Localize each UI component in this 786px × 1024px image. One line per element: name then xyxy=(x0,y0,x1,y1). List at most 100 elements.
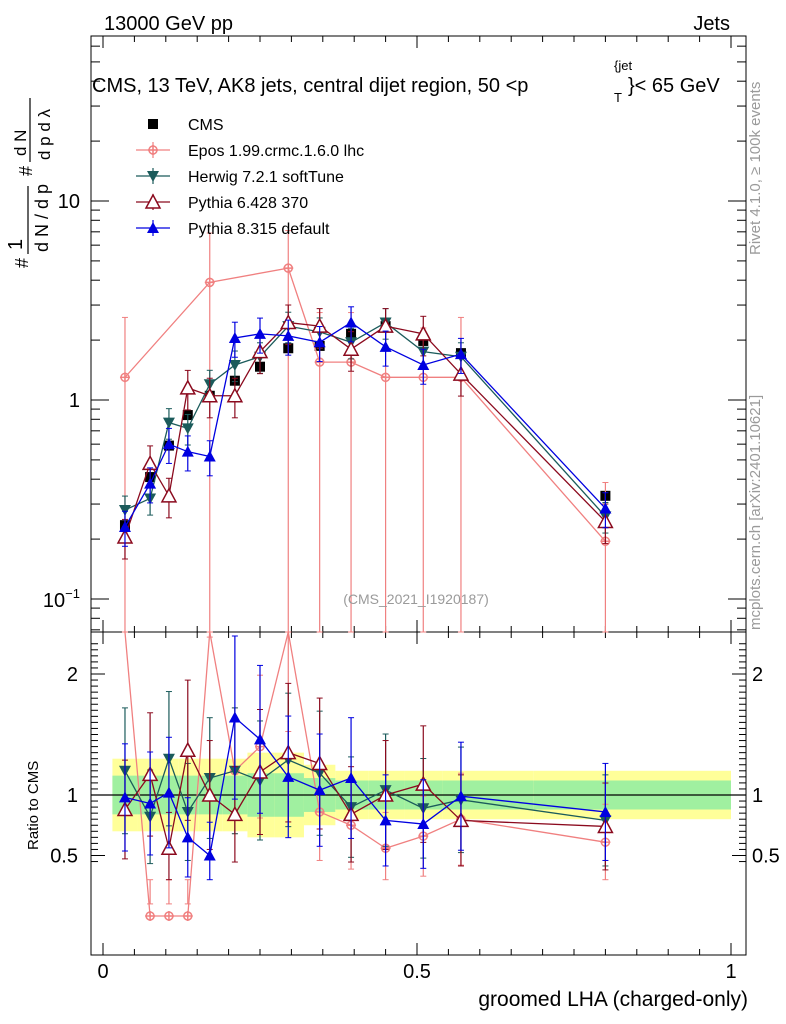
pythia8-ratio-point xyxy=(118,791,131,803)
legend-label-herwig: Herwig 7.2.1 softTune xyxy=(188,169,344,186)
pythia8-point xyxy=(454,348,467,360)
pythia8-ratio-point xyxy=(162,786,175,798)
mcplots-label: mcplots.cern.ch [arXiv:2401.10621] xyxy=(747,395,764,630)
ratio-y-tick-label-right: 1 xyxy=(752,785,763,807)
x-axis-label: groomed LHA (charged-only) xyxy=(478,988,748,1011)
svg-text:d p d λ: d p d λ xyxy=(35,108,54,160)
legend-label-cms: CMS xyxy=(188,117,224,134)
y-tick-label: 10 xyxy=(58,191,80,213)
ratio-y-label: Ratio to CMS xyxy=(25,761,42,850)
pythia8-ratio-point xyxy=(417,818,430,830)
pythia8-point xyxy=(379,340,392,352)
ratio-y-tick-label: 0.5 xyxy=(50,846,78,868)
epos-ratio-point xyxy=(182,911,193,921)
pythia8-point xyxy=(203,450,216,462)
y-tick-label: 10−1 xyxy=(43,586,80,612)
pythia8-ratio-point xyxy=(454,790,467,802)
legend-marker-herwig xyxy=(147,171,159,182)
pythia8-point xyxy=(282,329,295,341)
pythia6-ratio-point xyxy=(226,805,244,822)
pythia8-point xyxy=(144,477,157,489)
pythia8-ratio-point xyxy=(203,849,216,861)
legend-marker-epos xyxy=(148,145,158,155)
y-tick-label: 1 xyxy=(69,390,80,412)
main-y-label: # 1 d N / d p # d N d p d λ xyxy=(5,98,54,268)
legend-label-epos: Epos 1.99.crmc.1.6.0 lhc xyxy=(188,143,364,160)
uncertainty-bands xyxy=(91,752,746,838)
x-tick-label: 0.5 xyxy=(403,961,431,983)
pythia8-point xyxy=(118,521,131,533)
epos-ratio-point xyxy=(145,911,156,921)
ratio-y-tick-label-right: 0.5 xyxy=(752,846,780,868)
pythia6-ratio-point xyxy=(201,786,219,802)
epos-point xyxy=(283,263,294,274)
x-tick-label: 0 xyxy=(97,961,108,983)
pythia8-point xyxy=(228,331,241,343)
legend-marker-pythia8 xyxy=(147,222,159,233)
header-right: Jets xyxy=(693,13,730,35)
pythia8-ratio-line xyxy=(124,716,606,857)
herwig-point xyxy=(181,423,194,435)
legend: CMS Epos 1.99.crmc.1.6.0 lhc Herwig 7.2.1 … xyxy=(136,117,364,238)
pythia6-ratio-line xyxy=(124,748,606,849)
axis-ticks: 0 0.5 1 10−1 1 10 0.5 0.5 1 1 2 2 xyxy=(43,36,780,983)
pythia8-point xyxy=(313,336,326,348)
svg-text:#: # xyxy=(16,166,36,176)
pythia8-point xyxy=(254,327,266,339)
svg-text:d N / d p: d N / d p xyxy=(32,184,52,252)
series-layer xyxy=(116,230,614,921)
epos-point xyxy=(204,277,215,288)
pythia8-ratio-point xyxy=(599,805,612,817)
pythia8-ratio-point xyxy=(345,772,358,784)
legend-label-pythia6: Pythia 6.428 370 xyxy=(188,195,308,212)
pythia8-point xyxy=(345,316,358,328)
pythia8-ratio-point xyxy=(144,797,157,809)
rivet-label: Rivet 4.1.0, ≥ 100k events xyxy=(747,82,764,255)
herwig-point xyxy=(118,505,131,517)
title-main: CMS, 13 TeV, AK8 jets, central dijet reg… xyxy=(92,75,528,97)
pythia8-ratio-point xyxy=(282,770,295,782)
pythia6-point xyxy=(179,379,197,395)
herwig-point xyxy=(228,359,241,371)
pythia8-point xyxy=(417,358,430,370)
pythia8-ratio-point xyxy=(228,711,241,723)
epos-point xyxy=(380,372,391,383)
epos-line xyxy=(124,267,606,542)
x-tick-label: 1 xyxy=(725,961,736,983)
ratio-frame xyxy=(90,631,747,956)
title-sup: {jet xyxy=(614,58,632,73)
epos-point xyxy=(119,372,130,383)
pythia8-point xyxy=(181,445,194,457)
chart-title: CMS, 13 TeV, AK8 jets, central dijet reg… xyxy=(92,58,720,105)
legend-label-pythia8: Pythia 8.315 default xyxy=(188,221,330,238)
title-sub: T xyxy=(614,90,622,105)
pythia6-point xyxy=(201,387,219,403)
pythia6-point xyxy=(342,340,360,356)
ratio-y-tick-label: 1 xyxy=(67,785,78,807)
header-left: 13000 GeV pp xyxy=(104,13,233,35)
pythia8-ratio-point xyxy=(379,814,392,826)
pythia6-ratio-point xyxy=(179,741,197,757)
herwig-point xyxy=(162,417,175,429)
pythia6-point xyxy=(160,487,178,503)
herwig-ratio-line xyxy=(124,756,606,822)
herwig-line xyxy=(124,321,606,517)
pythia6-line xyxy=(124,321,606,538)
pythia6-point xyxy=(415,325,432,341)
title-tail: }< 65 GeV xyxy=(628,75,720,97)
pythia8-point xyxy=(599,502,612,514)
svg-text:#: # xyxy=(12,258,32,268)
pythia8-ratio-point xyxy=(181,831,194,843)
legend-marker-pythia6 xyxy=(144,193,162,209)
analysis-id: (CMS_2021_I1920187) xyxy=(343,591,489,607)
legend-marker-cms xyxy=(148,119,158,129)
pythia8-line xyxy=(124,321,606,528)
svg-text:d N: d N xyxy=(11,130,30,156)
pythia8-ratio-point xyxy=(313,784,326,796)
svg-text:1: 1 xyxy=(5,239,27,250)
epos-ratio-point xyxy=(163,911,174,921)
ratio-y-tick-label: 2 xyxy=(67,664,78,686)
pythia8-point xyxy=(162,438,175,450)
ratio-y-tick-label-right: 2 xyxy=(752,664,763,686)
